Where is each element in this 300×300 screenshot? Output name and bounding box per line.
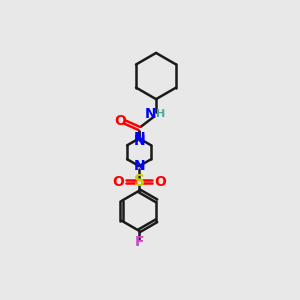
Text: N: N xyxy=(133,159,145,173)
Text: O: O xyxy=(112,175,124,188)
Text: F: F xyxy=(134,236,144,249)
Text: N: N xyxy=(133,134,145,148)
Text: N: N xyxy=(133,131,145,146)
Text: N: N xyxy=(145,107,157,121)
Text: O: O xyxy=(115,115,127,128)
Text: S: S xyxy=(134,174,145,189)
Text: H: H xyxy=(156,109,165,119)
Text: O: O xyxy=(154,175,166,188)
